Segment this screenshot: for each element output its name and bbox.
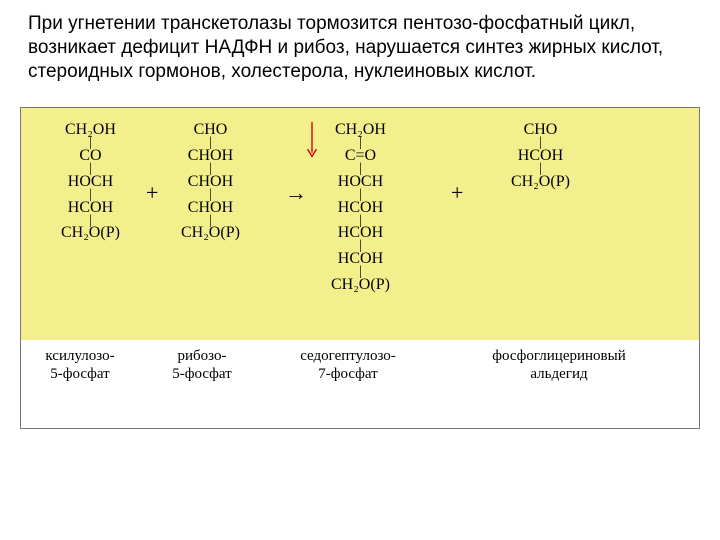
molecule-sedoheptulose-7p: CH₂OH|C=O|HOCH|HCOH|HCOH|HCOH|CH₂O(P) [331,122,390,293]
reaction-diagram: CH₂OH|CO|HOCH|HCOH|CH₂O(P) CHO|CHOH|CHOH… [20,107,700,429]
operator-plus-2: + [451,180,463,206]
molecule-ribose-5p: CHO|CHOH|CHOH|CHOH|CH₂O(P) [181,122,240,241]
diagram-layer: CH₂OH|CO|HOCH|HCOH|CH₂O(P) CHO|CHOH|CHOH… [21,108,699,428]
paragraph: При угнетении транскетолазы тормозится п… [0,0,720,89]
operator-plus-1: + [146,180,158,206]
label-ribose-5p: рибозо-5-фосфат [137,348,267,383]
operator-arrow: → [285,180,307,206]
label-phosphoglyceraldehyde: фосфоглицериновыйальдегид [469,348,649,383]
red-down-arrow-icon [305,122,319,160]
label-sedoheptulose-7p: седогептулозо-7-фосфат [283,348,413,383]
label-xylulose-5p: ксилулозо-5-фосфат [15,348,145,383]
molecule-xylulose-5p: CH₂OH|CO|HOCH|HCOH|CH₂O(P) [61,122,120,241]
molecule-phosphoglyceraldehyde: CHO|HCOH|CH₂O(P) [511,122,570,190]
